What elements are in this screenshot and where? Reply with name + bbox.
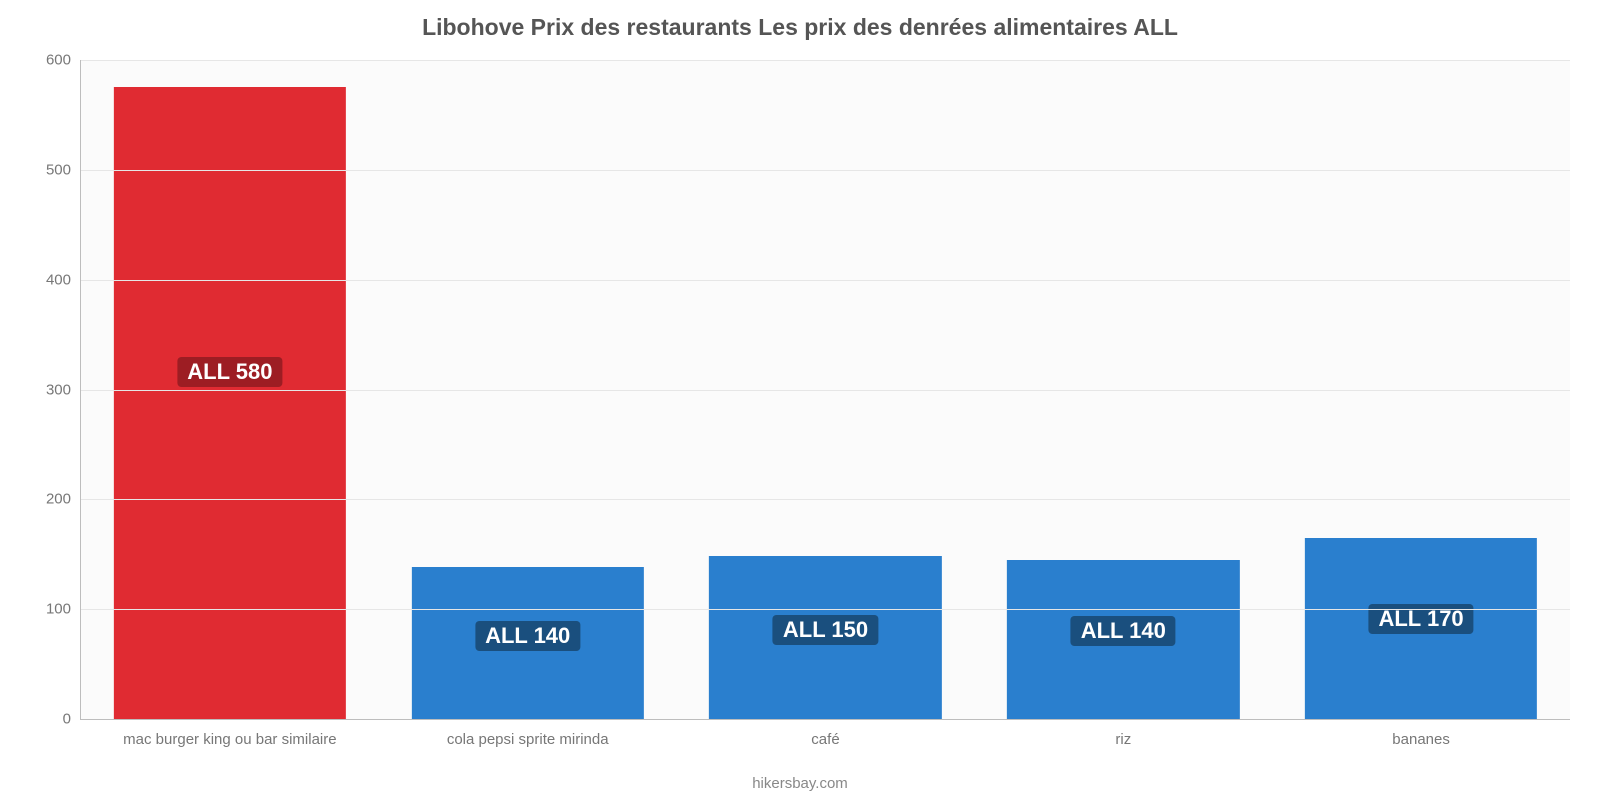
gridline (81, 390, 1570, 391)
bar-value-label: ALL 150 (773, 615, 878, 645)
y-tick-label: 300 (46, 381, 81, 398)
price-bar-chart: Libohove Prix des restaurants Les prix d… (0, 0, 1600, 800)
x-tick-label: mac burger king ou bar similaire (123, 731, 336, 748)
bar-value-label: ALL 140 (475, 621, 580, 651)
y-tick-label: 500 (46, 161, 81, 178)
x-tick-label: bananes (1392, 731, 1450, 748)
y-tick-label: 0 (63, 711, 81, 728)
x-tick-label: café (811, 731, 839, 748)
chart-source: hikersbay.com (0, 775, 1600, 792)
plot-area: ALL 580mac burger king ou bar similaireA… (80, 60, 1570, 720)
y-tick-label: 400 (46, 271, 81, 288)
chart-title: Libohove Prix des restaurants Les prix d… (0, 14, 1600, 41)
gridline (81, 609, 1570, 610)
y-tick-label: 600 (46, 52, 81, 69)
gridline (81, 499, 1570, 500)
gridline (81, 280, 1570, 281)
bar-value-label: ALL 580 (177, 357, 282, 387)
x-tick-label: riz (1115, 731, 1131, 748)
y-tick-label: 200 (46, 491, 81, 508)
gridline (81, 170, 1570, 171)
gridline (81, 60, 1570, 61)
x-tick-label: cola pepsi sprite mirinda (447, 731, 609, 748)
bar-value-label: ALL 140 (1071, 616, 1176, 646)
bar (114, 87, 346, 719)
y-tick-label: 100 (46, 601, 81, 618)
